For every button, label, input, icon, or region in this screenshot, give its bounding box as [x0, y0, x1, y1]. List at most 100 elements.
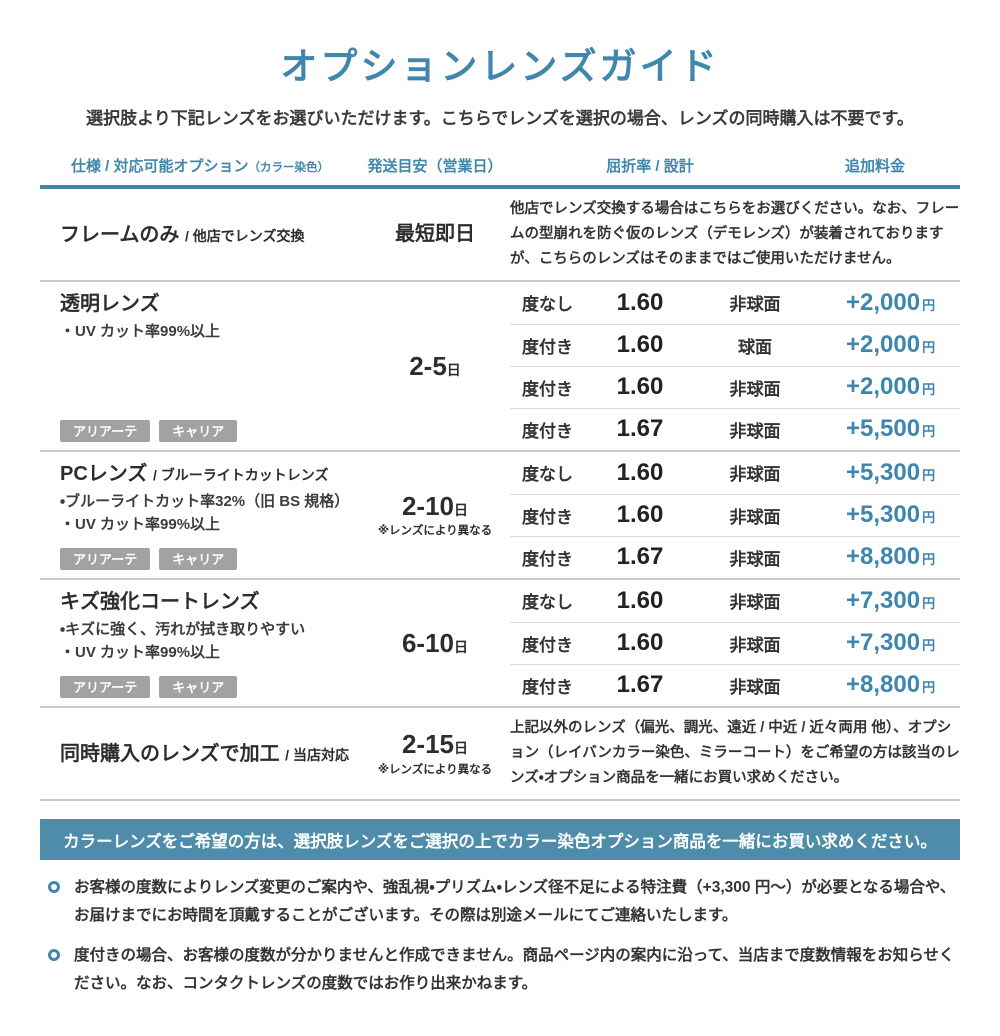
lens-row-scratch-coat: キズ強化コートレンズ ・キズに強く、汚れが拭き取りやすい ・UV カット率99%… [40, 580, 960, 708]
option-type: 度付き [522, 549, 573, 569]
options-cell: 度なし 1.60 非球面 +5,300 円 度付き 1.60 非球面 +5,300… [510, 452, 960, 578]
shipping-note: ※レンズにより異なる [377, 763, 493, 776]
option-design: 非球面 [729, 507, 781, 527]
tag-list: アリアーテ キャリア [60, 668, 238, 698]
option-index: 1.60 [616, 373, 664, 401]
option-type: 度なし [522, 295, 573, 315]
shipping-value: 2-10日 [401, 490, 469, 521]
note-text: 度付きの場合、お客様の度数が分かりませんと作成できません。商品ページ内の案内に沿… [74, 947, 955, 993]
option-price: +7,300 円 [846, 586, 936, 614]
tag-badge: キャリア [159, 419, 238, 442]
lens-row-clear: 透明レンズ ・UV カット率99%以上 アリアーテ キャリア 2-5日 度なし … [40, 282, 960, 452]
shipping-cell: 2-10日 ※レンズにより異なる [360, 452, 510, 578]
lens-row-processing: 同時購入のレンズで加工 / 当店対応 2-15日 ※レンズにより異なる 上記以外… [40, 708, 960, 801]
feature-item: ・UV カット率99%以上 [60, 643, 221, 661]
page-title: オプションレンズガイド [280, 46, 720, 87]
table-header-row: 仕様 / 対応可能オプション（カラー染色） 発送目安（営業日） 屈折率 / 設計… [40, 155, 960, 176]
shipping-unit: 日 [454, 501, 469, 518]
spec-cell: キズ強化コートレンズ ・キズに強く、汚れが拭き取りやすい ・UV カット率99%… [40, 580, 360, 706]
option-type: 度付き [522, 421, 573, 441]
option-design: 非球面 [729, 295, 781, 315]
option-index: 1.60 [616, 586, 664, 614]
option-design: 非球面 [729, 549, 781, 569]
shipping-unit: 日 [454, 739, 469, 756]
options-cell: 度なし 1.60 非球面 +2,000 円 度付き 1.60 球面 +2,000 円… [510, 282, 960, 450]
row-title: フレームのみ / 他店でレンズ交換 [60, 224, 305, 247]
option-type: 度なし [522, 465, 573, 485]
header-index-design: 屈折率 / 設計 [606, 158, 694, 175]
spec-cell: 同時購入のレンズで加工 / 当店対応 [40, 708, 360, 799]
spec-cell: PCレンズ / ブルーライトカットレンズ ・ブルーライトカット率32%（旧 BS… [40, 452, 360, 578]
row-title-suffix: / 他店でレンズ交換 [184, 228, 305, 245]
tag-badge: アリアーテ [60, 675, 151, 698]
option-type: 度付き [522, 337, 573, 357]
shipping-note: ※レンズにより異なる [377, 525, 493, 538]
spec-cell: 透明レンズ ・UV カット率99%以上 アリアーテ キャリア [40, 282, 360, 450]
option-type: 度なし [522, 593, 573, 613]
option-type: 度付き [522, 677, 573, 697]
currency-label: 円 [922, 424, 936, 440]
tag-list: アリアーテ キャリア [60, 412, 238, 442]
option-design: 非球面 [729, 677, 781, 697]
header-spec: 仕様 / 対応可能オプション（カラー染色） [70, 158, 330, 175]
option-row: 度付き 1.60 非球面 +5,300 円 [510, 493, 960, 536]
option-index: 1.60 [616, 331, 664, 359]
header-shipping: 発送目安（営業日） [367, 158, 503, 175]
tag-badge: アリアーテ [60, 547, 151, 570]
option-row: 度付き 1.60 非球面 +2,000 円 [510, 365, 960, 408]
option-design: 非球面 [729, 421, 781, 441]
option-row: 度なし 1.60 非球面 +7,300 円 [510, 580, 960, 622]
option-row: 度付き 1.67 非球面 +8,800 円 [510, 663, 960, 706]
shipping-cell: 2-15日 ※レンズにより異なる [360, 708, 510, 799]
feature-item: ・キズに強く、汚れが拭き取りやすい [60, 620, 306, 638]
option-design: 非球面 [729, 379, 781, 399]
row-title-suffix: / ブルーライトカットレンズ [152, 466, 329, 483]
currency-label: 円 [922, 467, 936, 483]
tag-badge: キャリア [159, 547, 238, 570]
option-row: 度付き 1.60 球面 +2,000 円 [510, 323, 960, 366]
row-description: 他店でレンズ交換する場合はこちらをお選びください。なお、フレームの型崩れを防ぐ仮… [510, 201, 960, 267]
header-spec-note: （カラー染色） [248, 162, 330, 174]
row-title: 同時購入のレンズで加工 / 当店対応 [60, 743, 349, 766]
row-title: PCレンズ / ブルーライトカットレンズ [60, 462, 329, 485]
row-description: 上記以外のレンズ（偏光、調光、遠近 / 中近 / 近々両用 他）、オプション（レ… [510, 719, 960, 786]
option-row: 度なし 1.60 非球面 +2,000 円 [510, 282, 960, 324]
note-item: 度付きの場合、お客様の度数が分かりませんと作成できません。商品ページ内の案内に沿… [40, 942, 960, 998]
option-price: +5,500 円 [846, 415, 936, 443]
option-price: +2,000 円 [846, 373, 936, 401]
currency-label: 円 [922, 552, 936, 568]
option-design: 非球面 [729, 635, 781, 655]
currency-label: 円 [922, 297, 936, 313]
option-row: 度付き 1.67 非球面 +8,800 円 [510, 535, 960, 578]
option-type: 度付き [522, 635, 573, 655]
shipping-cell: 6-10日 [360, 580, 510, 706]
option-index: 1.67 [616, 671, 664, 699]
option-price: +2,000 円 [846, 288, 936, 316]
lens-guide-page: オプションレンズガイド 選択肢より下記レンズをお選びいただけます。こちらでレンズ… [0, 36, 1000, 1036]
option-index: 1.60 [616, 458, 664, 486]
option-price: +5,300 円 [846, 501, 936, 529]
shipping-value: 6-10日 [401, 627, 469, 658]
option-price: +8,800 円 [846, 543, 936, 571]
option-index: 1.60 [616, 501, 664, 529]
shipping-cell: 2-5日 [360, 282, 510, 450]
feature-item: ・UV カット率99%以上 [60, 322, 221, 340]
row-title: キズ強化コートレンズ [60, 590, 260, 613]
options-cell: 度なし 1.60 非球面 +7,300 円 度付き 1.60 非球面 +7,300… [510, 580, 960, 706]
option-design: 非球面 [729, 465, 781, 485]
shipping-cell: 最短即日 [360, 189, 510, 280]
shipping-value: 2-15日 [401, 728, 469, 759]
row-title: 透明レンズ [60, 292, 160, 315]
spec-cell: フレームのみ / 他店でレンズ交換 [40, 189, 360, 280]
option-type: 度付き [522, 379, 573, 399]
tag-badge: キャリア [159, 675, 238, 698]
ring-bullet-icon [48, 949, 60, 962]
tag-list: アリアーテ キャリア [60, 540, 238, 570]
option-index: 1.60 [616, 288, 664, 316]
option-price: +2,000 円 [846, 331, 936, 359]
option-index: 1.67 [616, 543, 664, 571]
option-type: 度付き [522, 507, 573, 527]
option-price: +8,800 円 [846, 671, 936, 699]
currency-label: 円 [922, 340, 936, 356]
description-cell: 上記以外のレンズ（偏光、調光、遠近 / 中近 / 近々両用 他）、オプション（レ… [510, 708, 960, 799]
